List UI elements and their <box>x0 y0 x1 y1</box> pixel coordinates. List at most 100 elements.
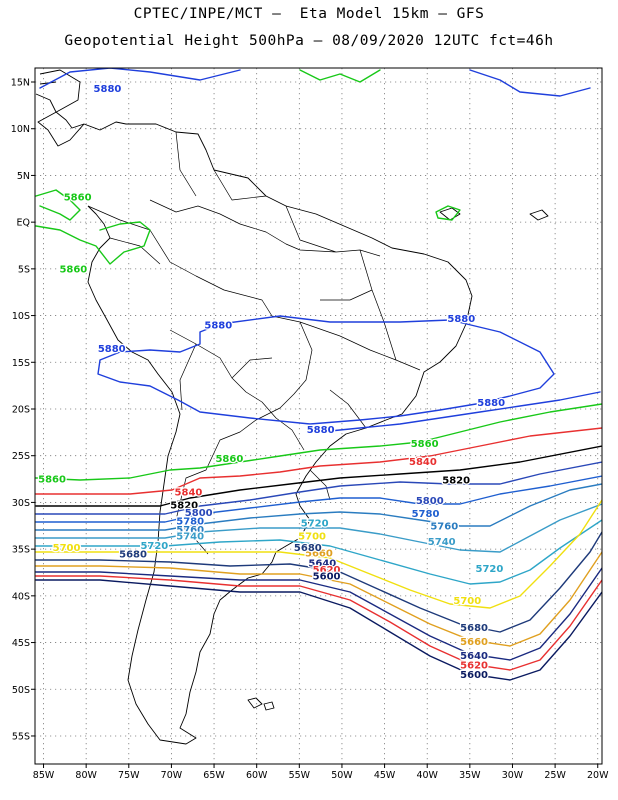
contour-label-5780: 5780 <box>176 517 204 528</box>
y-tick-label: 50S <box>12 685 30 696</box>
contour-5620 <box>35 575 602 671</box>
contour-label-5600: 5600 <box>313 572 341 583</box>
y-tick-label: 15N <box>11 78 30 89</box>
contour-label-5880: 5880 <box>477 398 505 409</box>
x-tick-label: 70W <box>161 770 183 781</box>
y-tick-label: 30S <box>12 498 30 509</box>
contour-label-5760: 5760 <box>176 525 204 536</box>
contour-label-5680: 5680 <box>460 623 488 634</box>
contour-5800 <box>35 461 602 515</box>
y-tick-label: 10S <box>12 311 30 322</box>
x-tick-label: 80W <box>75 770 97 781</box>
y-tick-label: 25S <box>12 451 30 462</box>
x-tick-label: 20W <box>587 770 609 781</box>
x-tick-label: 75W <box>118 770 140 781</box>
south-america-coastline <box>37 69 473 745</box>
y-tick-label: 5S <box>18 264 30 275</box>
contour-label-5720: 5720 <box>140 541 168 552</box>
contour-label-5680: 5680 <box>294 543 322 554</box>
falkland-islands <box>247 697 275 711</box>
contour-5680 <box>35 531 602 633</box>
contour-label-5860: 5860 <box>64 192 92 203</box>
contour-label-5740: 5740 <box>176 532 204 543</box>
contour-label-5860: 5860 <box>215 454 243 465</box>
map-title-line-2: Geopotential Height 500hPa – 08/09/2020 … <box>64 33 554 49</box>
y-tick-label: EQ <box>17 218 30 229</box>
x-tick-label: 30W <box>502 770 524 781</box>
contour-5600 <box>35 579 602 681</box>
x-tick-label: 50W <box>331 770 353 781</box>
x-tick-label: 60W <box>246 770 268 781</box>
map-frame <box>34 67 603 765</box>
lat-lon-grid <box>35 68 602 764</box>
contour-label-5880: 5880 <box>204 320 232 331</box>
contour-label-5700: 5700 <box>298 532 326 543</box>
y-tick-label: 35S <box>12 545 30 556</box>
map-title-line-1: CPTEC/INPE/MCT – Eta Model 15km – GFS <box>133 6 485 22</box>
contour-label-5880: 5880 <box>98 344 126 355</box>
contour-label-5640: 5640 <box>460 651 488 662</box>
contour-label-5620: 5620 <box>313 565 341 576</box>
contour-label-5880: 5880 <box>447 314 475 325</box>
contour-5740 <box>35 503 602 553</box>
contour-label-5860: 5860 <box>38 475 66 486</box>
contour-5880-south <box>319 391 601 433</box>
y-tick-label: 5N <box>17 171 30 182</box>
contour-5760 <box>35 483 602 531</box>
contour-5720 <box>35 519 602 585</box>
contour-label-5860: 5860 <box>59 264 87 275</box>
contour-label-5840: 5840 <box>409 457 437 468</box>
latitude-ticks: 15N 10N 5N EQ 5S 10S 15S 20S 25S 30S 35S 40S 45S 50S 5… <box>11 78 35 742</box>
longitude-ticks: 85W 80W 75W 70W 65W 60W 55W 50W 45W 40W 35W 30W 25W 2… <box>33 764 609 781</box>
y-tick-label: 20S <box>12 404 30 415</box>
contour-5660 <box>35 551 602 647</box>
contour-5840 <box>35 427 602 495</box>
contour-label-5720: 5720 <box>476 564 504 575</box>
y-tick-label: 10N <box>11 124 30 135</box>
contour-5640 <box>35 567 602 661</box>
y-tick-label: 55S <box>12 731 30 742</box>
contour-5820 <box>35 445 602 507</box>
contour-label-5660: 5660 <box>305 548 333 559</box>
contour-5880-north <box>39 68 591 97</box>
contour-label-5800: 5800 <box>185 508 213 519</box>
contour-5880-middle <box>97 315 555 425</box>
contour-5860-island <box>435 205 461 221</box>
y-tick-label: 40S <box>12 591 30 602</box>
contour-label-5860: 5860 <box>411 439 439 450</box>
island-2 <box>529 209 549 221</box>
contour-label-5700: 5700 <box>53 543 81 554</box>
y-tick-label: 45S <box>12 638 30 649</box>
geopotential-contours <box>35 68 602 681</box>
contour-label-5780: 5780 <box>412 509 440 520</box>
island-1 <box>439 207 461 221</box>
country-borders <box>87 131 421 555</box>
contour-label-5820: 5820 <box>442 475 470 486</box>
contour-label-5740: 5740 <box>428 537 456 548</box>
contour-5860-amazon <box>35 189 151 265</box>
contour-5860-south <box>35 403 602 481</box>
contour-labels: 5880 5860 5860 5880 5880 5880 5880 5880 5860 5860… <box>37 83 506 682</box>
contour-label-5820: 5820 <box>170 501 198 512</box>
y-tick-label: 15S <box>12 358 30 369</box>
contour-label-5720: 5720 <box>301 518 329 529</box>
x-tick-label: 25W <box>544 770 566 781</box>
x-tick-label: 85W <box>33 770 55 781</box>
contour-label-5880: 5880 <box>307 425 335 436</box>
contour-5780 <box>35 475 602 523</box>
contour-label-5800: 5800 <box>416 496 444 507</box>
x-tick-label: 45W <box>374 770 396 781</box>
contour-label-5640: 5640 <box>308 559 336 570</box>
contour-label-5680: 5680 <box>119 549 147 560</box>
contour-label-5880: 5880 <box>94 84 122 95</box>
coastline-and-borders <box>35 69 549 745</box>
x-tick-label: 65W <box>203 770 225 781</box>
x-tick-label: 35W <box>459 770 481 781</box>
contour-5700 <box>35 499 602 609</box>
x-tick-label: 55W <box>289 770 311 781</box>
contour-5860-north <box>299 69 381 83</box>
contour-label-5600: 5600 <box>460 670 488 681</box>
contour-label-5620: 5620 <box>460 660 488 671</box>
contour-label-5700: 5700 <box>453 596 481 607</box>
